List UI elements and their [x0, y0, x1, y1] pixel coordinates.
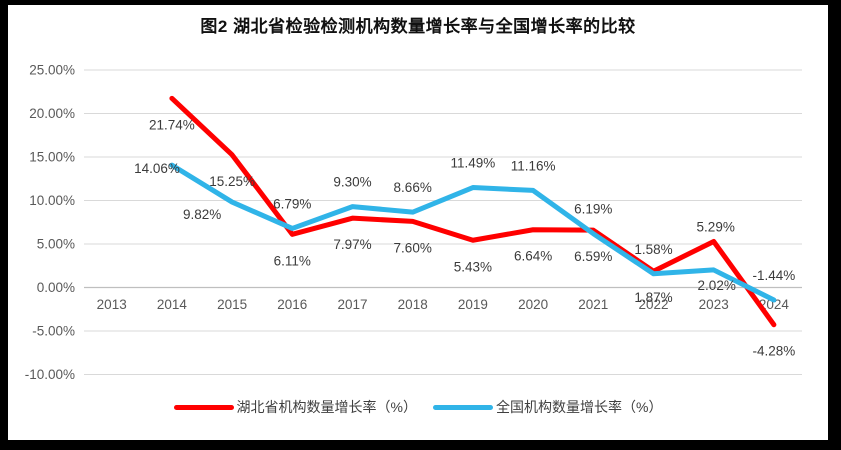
hubei-series-line — [169, 95, 777, 328]
y-tick-label: 20.00% — [29, 106, 75, 121]
chart-canvas: 25.00% 20.00% 15.00% 10.00% 5.00% 0.00% -5.00%… — [8, 5, 828, 440]
national-series-label: 全国机构数量增长率（%） — [496, 399, 663, 415]
y-tick-label: 5.00% — [37, 237, 75, 252]
national-series-swatch — [433, 404, 493, 410]
data-label: 6.79% — [273, 196, 311, 211]
chart-legend: 湖北省机构数量增长率（%） 全国机构数量增长率（%） — [8, 397, 828, 417]
data-label: 7.60% — [394, 240, 432, 255]
legend-item-hubei: 湖北省机构数量增长率（%） — [173, 397, 417, 417]
data-label: 21.74% — [149, 117, 195, 132]
data-label: 6.64% — [514, 249, 552, 264]
x-tick-label: 2016 — [277, 297, 307, 312]
x-tick-label: 2015 — [217, 297, 247, 312]
data-label: 8.66% — [394, 180, 432, 195]
data-label: 11.49% — [451, 156, 496, 171]
y-tick-label: 25.00% — [29, 63, 75, 78]
data-label: 1.58% — [634, 242, 672, 257]
x-tick-label: 2021 — [578, 297, 608, 312]
y-tick-label: 0.00% — [37, 280, 75, 295]
data-label: 6.59% — [574, 249, 612, 264]
data-label: 6.11% — [274, 253, 311, 268]
data-label: 7.97% — [333, 237, 371, 252]
y-tick-label: -10.00% — [25, 367, 75, 382]
hubei-series-swatch — [173, 404, 234, 410]
x-tick-label: 2023 — [699, 297, 729, 312]
x-tick-label: 2018 — [398, 297, 428, 312]
y-tick-label: 15.00% — [29, 150, 75, 165]
data-label: 1.87% — [634, 290, 672, 305]
hubei-series-label: 湖北省机构数量增长率（%） — [236, 399, 417, 415]
x-tick-label: 2013 — [97, 297, 127, 312]
line-chart-plot: 25.00% 20.00% 15.00% 10.00% 5.00% 0.00% -5.00%… — [25, 63, 802, 382]
x-tick-label: 2017 — [337, 297, 367, 312]
x-tick-label: 2014 — [157, 297, 188, 312]
data-label: -4.28% — [753, 344, 796, 359]
data-label: 14.06% — [134, 161, 180, 176]
national-series-line — [169, 162, 777, 303]
chart-title: 图2 湖北省检验检测机构数量增长率与全国增长率的比较 — [200, 17, 636, 36]
x-tick-label: 2020 — [518, 297, 548, 312]
data-label: 6.19% — [574, 202, 612, 217]
data-label: 5.43% — [454, 259, 492, 274]
data-label: 9.30% — [333, 175, 371, 190]
data-label: -1.44% — [753, 268, 796, 283]
x-tick-label: 2024 — [759, 297, 790, 312]
data-label: 11.16% — [511, 158, 556, 173]
y-tick-label: 10.00% — [29, 193, 75, 208]
data-label: 15.25% — [209, 174, 255, 189]
legend-item-national: 全国机构数量增长率（%） — [433, 397, 662, 417]
data-label: 9.82% — [183, 207, 221, 222]
data-label: 2.02% — [698, 278, 736, 293]
y-tick-label: -5.00% — [32, 324, 75, 339]
x-tick-label: 2022 — [638, 297, 668, 312]
x-tick-label: 2019 — [458, 297, 488, 312]
data-label: 5.29% — [697, 219, 735, 234]
